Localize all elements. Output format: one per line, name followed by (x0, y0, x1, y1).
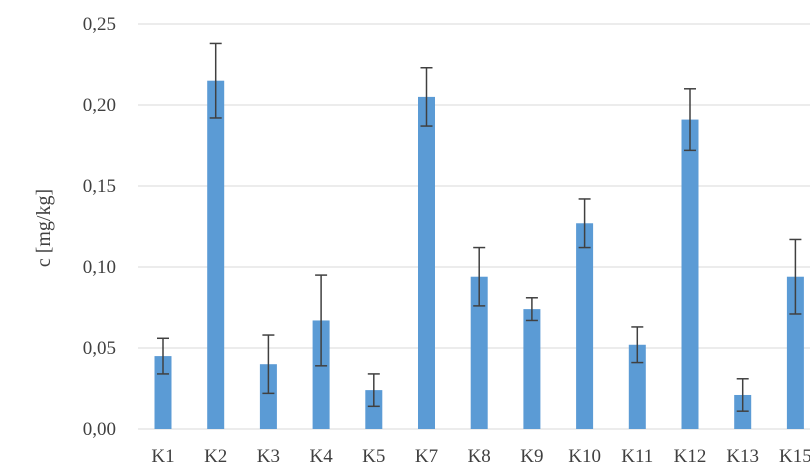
y-tick-label: 0,15 (83, 176, 116, 197)
bar (628, 344, 646, 429)
y-axis-title: c [mg/kg] (33, 189, 55, 267)
x-tick-label: K9 (520, 446, 543, 466)
x-tick-label: K8 (468, 446, 491, 466)
x-tick-label: K12 (674, 446, 707, 466)
bar (523, 309, 541, 429)
bar (259, 364, 277, 429)
error-bars (157, 42, 802, 412)
y-axis-ticks: 0,00 0,05 0,10 0,15 0,20 0,25 (83, 14, 116, 440)
x-axis-ticks: K1 K2 K3 K4 K5 K7 K8 K9 K10 K11 K12 K13 K15 (151, 446, 810, 466)
x-tick-label: K15 (779, 446, 810, 466)
y-tick-label: 0,10 (83, 257, 116, 278)
bar (576, 223, 594, 429)
bar (734, 394, 752, 429)
bar (681, 119, 699, 429)
bar (470, 276, 488, 429)
x-tick-label: K7 (415, 446, 438, 466)
bars (154, 80, 804, 430)
y-tick-label: 0,20 (83, 95, 116, 116)
bar (207, 80, 225, 429)
x-tick-label: K13 (726, 446, 759, 466)
bar (418, 96, 435, 430)
bar (786, 276, 804, 429)
x-tick-label: K5 (362, 446, 385, 466)
y-tick-label: 0,25 (83, 14, 116, 35)
y-tick-label: 0,00 (83, 419, 116, 440)
x-tick-label: K11 (621, 446, 653, 466)
y-tick-label: 0,05 (83, 338, 116, 359)
bar (365, 390, 383, 429)
bar (312, 320, 330, 429)
x-tick-label: K1 (151, 446, 174, 466)
x-tick-label: K4 (309, 446, 333, 466)
x-tick-label: K10 (568, 446, 601, 466)
x-tick-label: K3 (257, 446, 280, 466)
x-tick-label: K2 (204, 446, 227, 466)
